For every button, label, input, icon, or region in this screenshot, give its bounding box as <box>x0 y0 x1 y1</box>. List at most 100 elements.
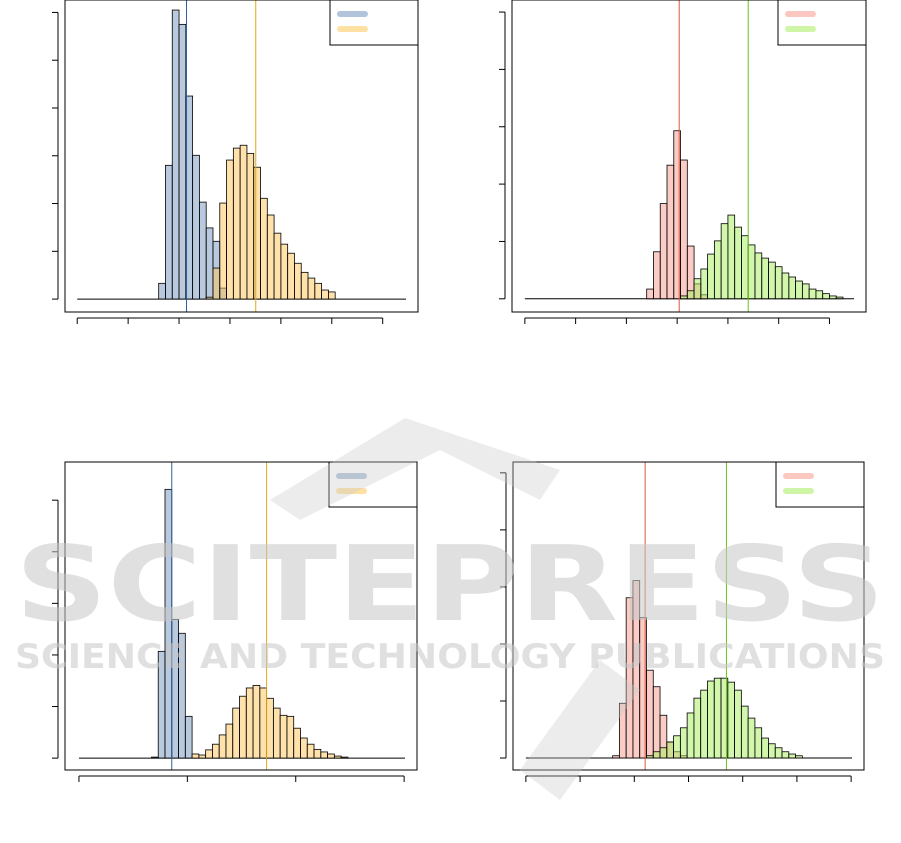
histogram-bar <box>686 712 695 759</box>
watermark: SCITEPRESS SCIENCE AND TECHNOLOGY PUBLIC… <box>15 418 885 800</box>
histogram-bar <box>829 295 837 300</box>
histogram-bar <box>612 755 620 759</box>
legend-box <box>775 461 865 508</box>
histogram-bar <box>212 267 221 300</box>
histogram-bar <box>307 277 316 300</box>
histogram-bar <box>713 240 722 300</box>
histogram-bar <box>184 715 193 759</box>
histogram-bar <box>232 707 240 759</box>
histogram-bar <box>226 159 234 300</box>
histogram-bar <box>266 214 275 300</box>
plot-frame <box>511 0 867 313</box>
histogram-bar <box>727 214 736 300</box>
histogram-bar <box>171 9 180 300</box>
histogram-bar <box>754 252 763 300</box>
histogram-bar <box>232 147 241 300</box>
histogram-bar <box>666 164 675 300</box>
histogram-bar <box>253 166 261 300</box>
histogram-bar <box>740 705 749 759</box>
histogram-bar <box>646 669 654 759</box>
histogram-bar <box>795 280 803 300</box>
histogram-bar <box>239 695 247 759</box>
histogram-bar <box>287 252 295 300</box>
plot-frame <box>512 461 865 771</box>
chart-panel <box>52 0 419 324</box>
histogram-bar <box>788 753 796 759</box>
legend-box <box>777 0 867 46</box>
histogram-bar <box>239 144 248 300</box>
histogram-bar <box>808 288 817 300</box>
histogram-bar <box>320 751 328 759</box>
histogram-bar <box>768 261 776 300</box>
histogram-bar <box>761 737 769 759</box>
plot-frame <box>64 0 419 313</box>
histogram-bar <box>734 689 742 759</box>
histogram-bar <box>700 689 708 759</box>
watermark-swoosh <box>270 418 560 520</box>
histogram-bar <box>225 723 234 759</box>
chart-panel <box>52 461 418 782</box>
histogram-bar <box>219 202 227 300</box>
histogram-bar <box>293 727 301 759</box>
plot-frame <box>64 461 418 771</box>
histogram-bar <box>205 749 213 759</box>
histogram-bar <box>781 272 790 300</box>
histogram-bar <box>801 283 810 300</box>
histogram-bar <box>218 734 227 759</box>
histogram-bar <box>720 223 729 300</box>
histogram-bar <box>673 735 681 759</box>
histogram-bar <box>212 743 220 759</box>
histogram-bar <box>679 727 688 759</box>
histogram-bar <box>680 295 688 300</box>
histogram-bar <box>707 253 715 300</box>
histogram-bar <box>781 751 790 759</box>
legend-box <box>329 0 419 46</box>
histogram-bar <box>340 756 349 759</box>
histogram-bar <box>178 632 186 759</box>
chart-panel <box>499 0 867 324</box>
histogram-bar <box>306 743 315 759</box>
histogram-bar <box>165 164 173 300</box>
histogram-bar <box>774 266 783 300</box>
histogram-bar <box>313 748 322 759</box>
histogram-bar <box>158 282 166 300</box>
histogram-bar <box>652 686 661 759</box>
histogram-bar <box>321 289 329 300</box>
histogram-bar <box>747 717 756 759</box>
histogram-bar <box>741 235 749 300</box>
histogram-bar <box>713 677 722 759</box>
histogram-bar <box>198 754 207 759</box>
histogram-bar <box>646 288 654 300</box>
histogram-bar <box>192 154 200 300</box>
histogram-bar <box>300 271 309 300</box>
legend-box <box>328 461 418 508</box>
histogram-bar <box>272 707 281 759</box>
histogram-bar <box>327 753 335 759</box>
histogram-bar <box>314 282 323 300</box>
histogram-bar <box>754 727 763 759</box>
histogram-bar <box>835 296 844 300</box>
histogram-bar <box>768 743 776 759</box>
histogram-bar <box>266 697 274 759</box>
histogram-bar <box>659 747 668 759</box>
histogram-bar <box>680 159 688 300</box>
histogram-bar <box>280 243 289 300</box>
histogram-bar <box>653 251 661 300</box>
histogram-bar <box>199 201 207 300</box>
histogram-bar <box>659 203 668 300</box>
histogram-bar <box>327 291 336 300</box>
histogram-bar <box>747 244 756 300</box>
histogram-bar <box>279 714 288 759</box>
histogram-bar <box>273 232 282 300</box>
histogram-bar <box>259 687 268 759</box>
histogram-bar <box>300 737 308 759</box>
histogram-bar <box>734 226 742 300</box>
histogram-bar <box>774 747 783 759</box>
histogram-bar <box>666 741 674 759</box>
histogram-bar <box>707 680 715 759</box>
histogram-bar <box>294 262 302 300</box>
histogram-bar <box>822 293 830 300</box>
histogram-bar <box>205 227 214 300</box>
histogram-bar <box>652 751 661 759</box>
